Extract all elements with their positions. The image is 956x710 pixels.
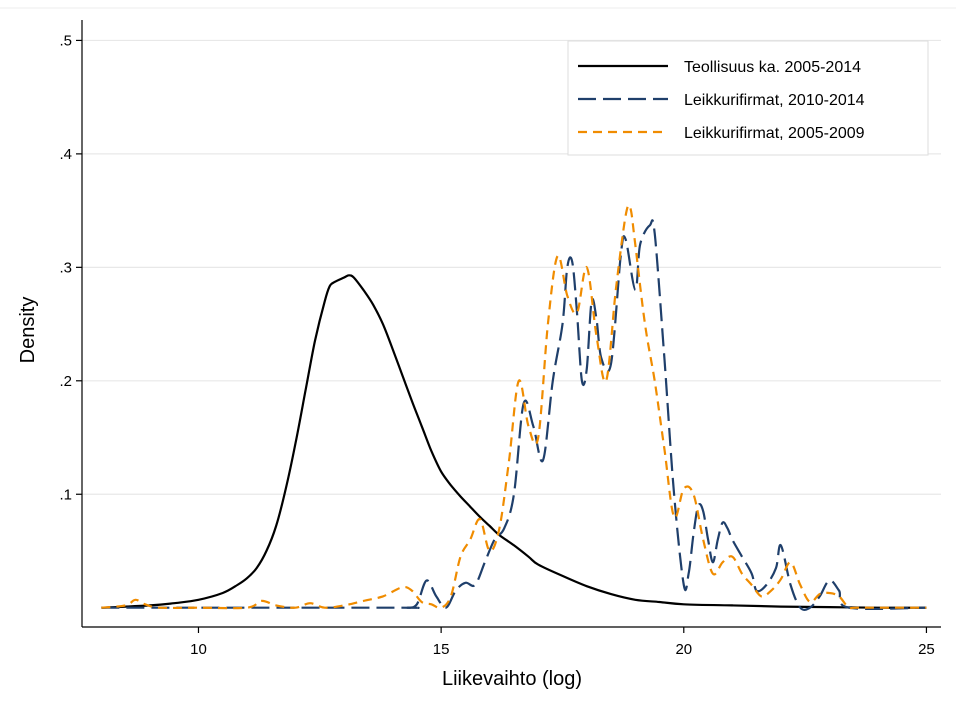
y-axis-title: Density xyxy=(17,297,39,364)
y-tick-label: .4 xyxy=(59,146,72,163)
series-line-2 xyxy=(101,219,927,611)
y-axis-ticks: .1 .2 .3 .4 .5 xyxy=(59,32,82,503)
y-tick-label: .2 xyxy=(59,373,72,390)
x-tick-label: 25 xyxy=(918,641,935,658)
legend-items: Teollisuus ka. 2005-2014 Leikkurifirmat, … xyxy=(578,59,865,142)
gridlines xyxy=(82,39,941,495)
x-axis-ticks: 10 15 20 25 xyxy=(190,627,935,658)
series-line-1 xyxy=(101,274,927,609)
series-line-3 xyxy=(101,204,927,610)
legend-label-3: Leikkurifirmat, 2005-2009 xyxy=(684,125,865,142)
x-tick-label: 20 xyxy=(675,641,692,658)
legend: Teollisuus ka. 2005-2014 Leikkurifirmat, … xyxy=(567,40,929,156)
legend-label-2: Leikkurifirmat, 2010-2014 xyxy=(684,92,865,109)
x-axis-title: Liikevaihto (log) xyxy=(442,668,582,690)
axes xyxy=(81,20,941,628)
x-tick-label: 15 xyxy=(433,641,450,658)
series-lines xyxy=(101,204,927,611)
legend-label-1: Teollisuus ka. 2005-2014 xyxy=(684,59,861,76)
y-tick-label: .3 xyxy=(59,259,72,276)
y-tick-label: .5 xyxy=(59,32,72,49)
x-tick-label: 10 xyxy=(190,641,207,658)
y-tick-label: .1 xyxy=(59,486,72,503)
